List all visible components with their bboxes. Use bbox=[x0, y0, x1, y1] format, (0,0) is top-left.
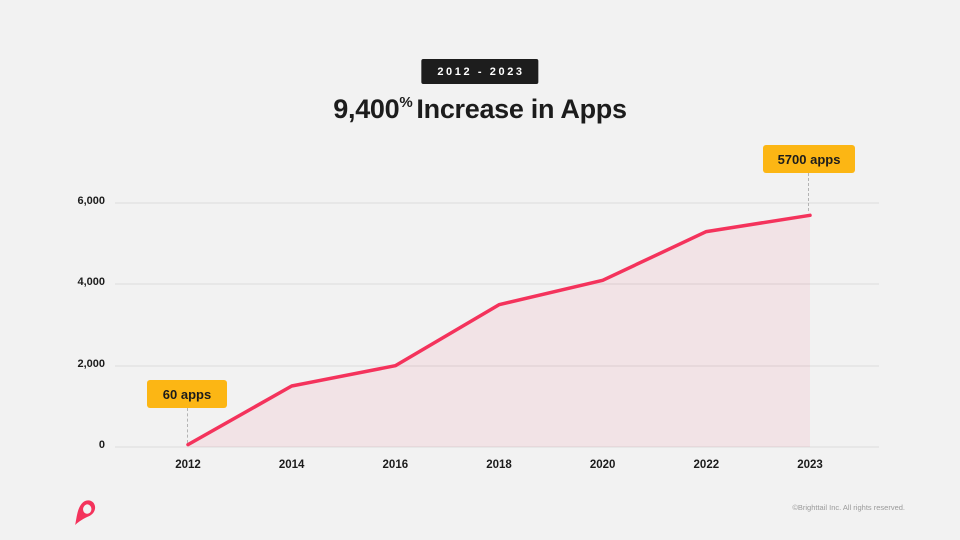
gridline-2,000 bbox=[115, 364, 879, 367]
gridline-0 bbox=[115, 446, 879, 448]
title-percent-sign: % bbox=[399, 94, 413, 111]
y-tick-label-0: 0 bbox=[98, 439, 105, 451]
trend-line bbox=[186, 213, 812, 447]
annotation-badge-5700-apps: 5700 apps bbox=[763, 145, 855, 173]
x-tick-label-2022: 2022 bbox=[693, 459, 720, 471]
x-tick-label-2016: 2016 bbox=[382, 459, 409, 471]
area-fill bbox=[188, 215, 810, 447]
chart-title: 9,400% Increase in Apps bbox=[0, 94, 960, 125]
x-tick-label-2020: 2020 bbox=[589, 459, 616, 471]
title-number: 9,400 bbox=[333, 94, 400, 124]
date-range-badge: 2012 - 2023 bbox=[421, 59, 539, 84]
gridline-4,000 bbox=[115, 283, 879, 286]
annotation-badge-60-apps: 60 apps bbox=[147, 380, 227, 408]
copyright-text: ©Brighttail Inc. All rights reserved. bbox=[792, 503, 905, 512]
x-tick-label-2014: 2014 bbox=[278, 459, 305, 471]
brighttail-logo-icon bbox=[75, 500, 96, 525]
gridline-6,000 bbox=[115, 202, 879, 205]
x-tick-label-2018: 2018 bbox=[486, 459, 512, 471]
annotation-connector-2012 bbox=[187, 408, 188, 443]
y-tick-label-2,000: 2,000 bbox=[77, 357, 105, 370]
title-text: Increase in Apps bbox=[416, 94, 627, 124]
annotation-connector-2023 bbox=[808, 173, 809, 212]
x-tick-label-2023: 2023 bbox=[797, 459, 823, 471]
y-tick-label-4,000: 4,000 bbox=[77, 276, 105, 289]
y-tick-label-6,000: 6,000 bbox=[77, 195, 105, 208]
x-tick-label-2012: 2012 bbox=[175, 459, 201, 471]
